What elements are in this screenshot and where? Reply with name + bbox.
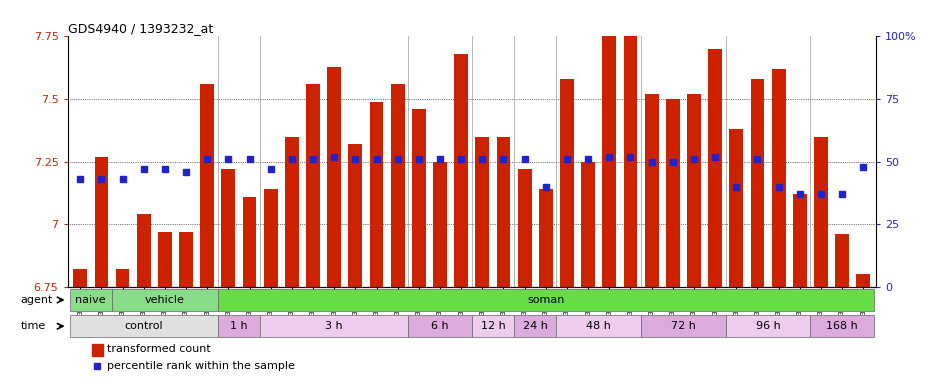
- Bar: [390, 84, 404, 287]
- Text: GDS4940 / 1393232_at: GDS4940 / 1393232_at: [68, 22, 213, 35]
- Bar: [327, 66, 341, 287]
- Bar: [306, 84, 320, 287]
- Bar: [285, 137, 299, 287]
- Bar: [814, 137, 828, 287]
- Bar: [242, 197, 256, 287]
- Text: 72 h: 72 h: [671, 321, 696, 331]
- Text: 12 h: 12 h: [481, 321, 505, 331]
- Bar: [221, 169, 235, 287]
- Bar: [602, 0, 616, 287]
- Bar: [750, 79, 764, 287]
- Bar: [433, 162, 447, 287]
- Bar: [514, 315, 557, 337]
- Bar: [412, 109, 426, 287]
- Text: percentile rank within the sample: percentile rank within the sample: [107, 361, 295, 371]
- Bar: [557, 315, 641, 337]
- Bar: [641, 315, 726, 337]
- Bar: [137, 214, 151, 287]
- Bar: [408, 315, 472, 337]
- Bar: [69, 315, 217, 337]
- Text: time: time: [20, 321, 46, 331]
- Text: 3 h: 3 h: [326, 321, 343, 331]
- Bar: [857, 274, 870, 287]
- Bar: [94, 157, 108, 287]
- Text: 6 h: 6 h: [431, 321, 449, 331]
- Text: control: control: [124, 321, 163, 331]
- Bar: [217, 315, 260, 337]
- Bar: [518, 169, 532, 287]
- Bar: [581, 162, 595, 287]
- Bar: [497, 137, 511, 287]
- Bar: [726, 315, 810, 337]
- Bar: [793, 194, 807, 287]
- Bar: [116, 269, 130, 287]
- Bar: [92, 344, 103, 356]
- Text: 168 h: 168 h: [826, 321, 858, 331]
- Bar: [454, 54, 468, 287]
- Bar: [73, 269, 87, 287]
- Bar: [810, 315, 874, 337]
- Text: naive: naive: [76, 295, 106, 305]
- Text: 1 h: 1 h: [230, 321, 248, 331]
- Bar: [179, 232, 193, 287]
- Bar: [472, 315, 514, 337]
- Bar: [112, 289, 217, 311]
- Bar: [264, 189, 278, 287]
- Bar: [475, 137, 489, 287]
- Bar: [217, 289, 874, 311]
- Bar: [730, 129, 743, 287]
- Bar: [349, 144, 363, 287]
- Text: 24 h: 24 h: [523, 321, 548, 331]
- Bar: [539, 189, 553, 287]
- Text: 96 h: 96 h: [756, 321, 781, 331]
- Text: 48 h: 48 h: [586, 321, 611, 331]
- Text: agent: agent: [20, 295, 53, 305]
- Bar: [201, 84, 214, 287]
- Text: vehicle: vehicle: [145, 295, 185, 305]
- Bar: [158, 232, 172, 287]
- Bar: [709, 49, 722, 287]
- Bar: [645, 94, 659, 287]
- Text: transformed count: transformed count: [107, 344, 211, 354]
- Bar: [687, 94, 701, 287]
- Bar: [771, 69, 785, 287]
- Bar: [370, 101, 383, 287]
- Bar: [623, 4, 637, 287]
- Bar: [69, 289, 112, 311]
- Bar: [835, 234, 849, 287]
- Bar: [561, 79, 574, 287]
- Bar: [260, 315, 408, 337]
- Text: soman: soman: [527, 295, 564, 305]
- Bar: [666, 99, 680, 287]
